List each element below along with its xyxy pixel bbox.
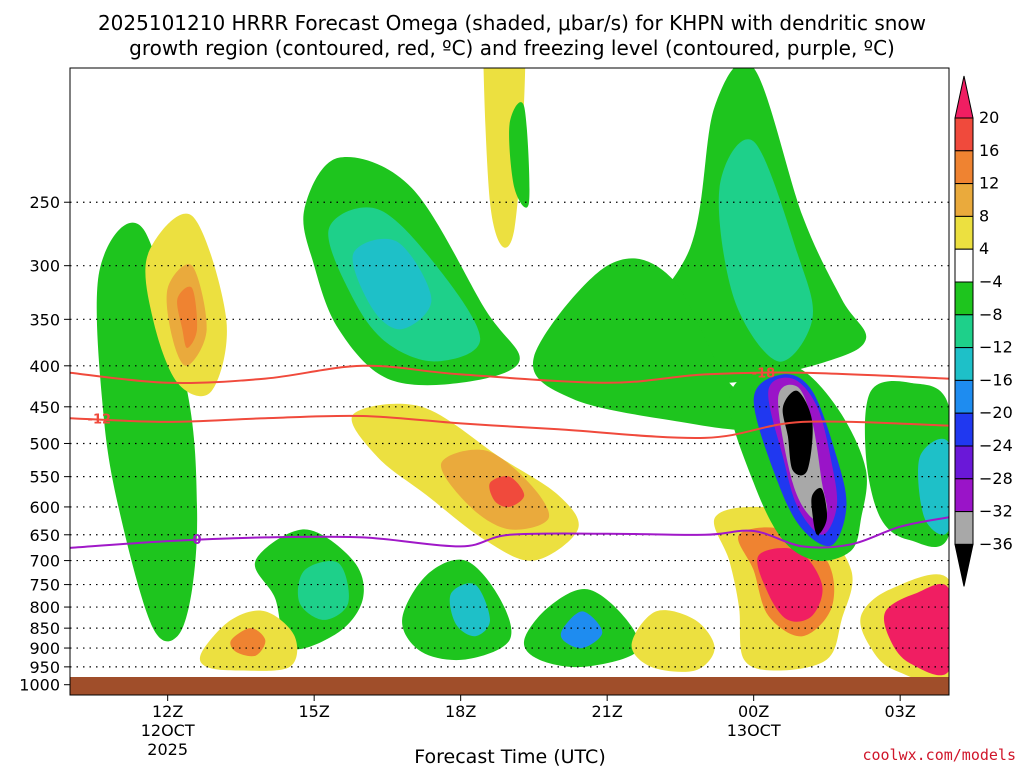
y-tick-label-950: 950 [29,658,60,677]
x-axis-label: Forecast Time (UTC) [414,746,605,768]
colorbar-label-7: −12 [979,338,1013,357]
y-tick-label-350: 350 [29,310,60,329]
omega-region-24 [757,548,823,622]
colorbar-segment-8 [954,347,974,381]
omega-region-8 [297,561,349,620]
colorbar-label-0: 20 [979,108,999,127]
y-tick-label-800: 800 [29,598,60,617]
y-tick-label-500: 500 [29,434,60,453]
omega-region-26 [883,583,949,676]
omega-region-10 [449,583,490,637]
chart-title-line1: 2025101210 HRRR Forecast Omega (shaded, … [98,11,926,35]
y-axis: 2503003504004505005506006507007508008509… [19,193,70,695]
x-tick-label-15Z: 15Z [299,702,330,721]
omega-region-32 [811,487,828,535]
colorbar-segment-5 [954,248,974,283]
y-tick-label-450: 450 [29,398,60,417]
colorbar-label-8: −16 [979,370,1013,389]
omega-region-20 [230,628,266,657]
colorbar-label-11: −28 [979,469,1013,488]
y-tick-label-900: 900 [29,639,60,658]
omega-region-18 [177,286,198,348]
colorbar-label-9: −20 [979,403,1013,422]
colorbar-label-12: −32 [979,502,1013,521]
colorbar-arrow-top [954,75,974,119]
colorbar-label-4: 4 [979,239,989,258]
contour-label--18: -18 [752,366,776,381]
y-tick-label-600: 600 [29,498,60,517]
x-tick-date-12Z: 12OCT [141,721,195,740]
x-tick-label-12Z: 12Z [152,702,183,721]
temperature-contours: -18 -12 0 [70,364,949,549]
omega-region-3 [532,258,779,430]
omega-shading [96,68,949,684]
contour-line--12 [70,414,949,440]
omega-region-21 [631,610,715,672]
colorbar-segment-6 [954,281,974,316]
contour-label--12: -12 [88,412,112,427]
colorbar-label-3: 8 [979,206,989,225]
colorbar-segment-4 [954,215,974,250]
colorbar: 20 16 12 8 4 −4 −8 −12 −16 −20 −24 −28 −32 −36 [954,75,1013,587]
omega-region-5 [718,139,814,362]
y-tick-label-850: 850 [29,619,60,638]
contour-label-0: 0 [192,533,201,548]
contour-line--18 [70,364,949,385]
colorbar-segment-12 [954,478,974,513]
y-tick-label-550: 550 [29,468,60,487]
omega-region-6 [352,238,432,330]
ground-layer [70,677,949,695]
omega-region-36 [509,102,530,208]
x-tick-label-18Z: 18Z [445,702,476,721]
colorbar-segment-2 [954,150,974,185]
y-tick-label-650: 650 [29,526,60,545]
colorbar-label-10: −24 [979,436,1013,455]
colorbar-label-13: −36 [979,534,1013,553]
omega-region-15 [489,476,525,508]
y-tick-label-750: 750 [29,576,60,595]
y-tick-label-700: 700 [29,552,60,571]
credit-link[interactable]: coolwx.com/models [862,746,1016,764]
colorbar-label-6: −8 [979,305,1003,324]
x-tick-year-12Z: 2025 [147,740,188,759]
colorbar-segment-10 [954,412,974,447]
colorbar-segment-11 [954,445,974,480]
colorbar-label-5: −4 [979,272,1003,291]
y-tick-label-300: 300 [29,257,60,276]
colorbar-arrow-bottom [954,543,974,587]
y-tick-label-1000: 1000 [19,676,60,695]
colorbar-segment-7 [954,314,974,349]
omega-region-31 [782,390,813,476]
contour-line-0 [70,516,949,549]
omega-region-34 [918,438,949,535]
colorbar-segment-13 [954,511,974,545]
colorbar-segment-1 [954,117,974,152]
colorbar-label-1: 16 [979,141,999,160]
colorbar-segment-3 [954,183,974,217]
colorbar-segment-9 [954,379,974,414]
y-tick-label-250: 250 [29,193,60,212]
colorbar-label-2: 12 [979,174,999,193]
y-tick-label-400: 400 [29,357,60,376]
chart-title-line2: growth region (contoured, red, ºC) and f… [129,36,895,60]
omega-region-12 [560,611,603,649]
x-tick-label-03Z: 03Z [885,702,916,721]
plot-area: -18 -12 0 [69,67,950,696]
x-tick-date-00Z: 13OCT [727,721,781,740]
x-tick-label-00Z: 00Z [738,702,769,721]
x-tick-label-21Z: 21Z [592,702,623,721]
